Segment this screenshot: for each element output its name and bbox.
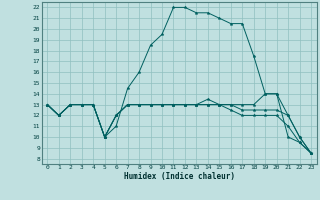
X-axis label: Humidex (Indice chaleur): Humidex (Indice chaleur) xyxy=(124,172,235,181)
